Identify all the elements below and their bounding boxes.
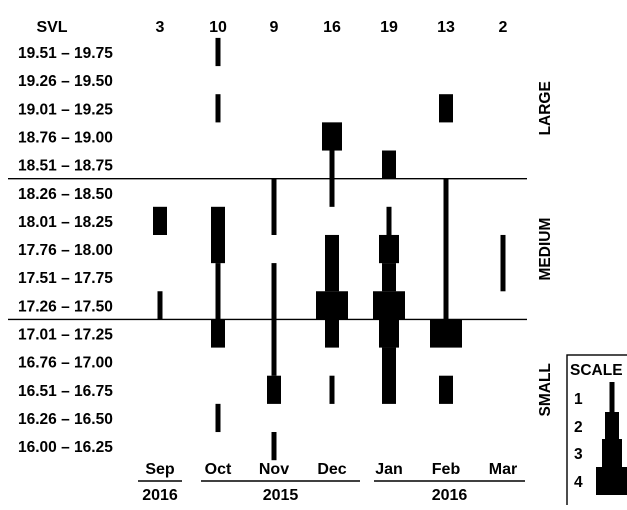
size-class-label: 16.76 – 17.00 xyxy=(18,355,113,372)
month-label: Mar xyxy=(489,461,517,478)
category-dividers xyxy=(8,177,527,321)
size-class-label: 18.01 – 18.25 xyxy=(18,214,113,231)
scale-step xyxy=(602,439,622,467)
kite-segment xyxy=(215,403,221,433)
size-class-label: 19.01 – 19.25 xyxy=(18,101,113,118)
sample-count: 16 xyxy=(323,19,341,36)
sample-count: 9 xyxy=(270,19,279,36)
kite-segment xyxy=(153,206,167,235)
kite-segment xyxy=(443,178,449,320)
kite-segment xyxy=(500,234,506,292)
sample-count: 2 xyxy=(499,19,508,36)
size-class-label: 16.26 – 16.50 xyxy=(18,411,113,428)
scale-step xyxy=(596,467,627,495)
scale-level-label: 1 xyxy=(574,391,583,408)
kite-segment xyxy=(215,94,221,123)
kite-segment xyxy=(439,94,453,123)
size-class-label: 17.51 – 17.75 xyxy=(18,270,113,287)
scale-legend: SCALE 1 2 3 4 xyxy=(566,354,627,510)
sample-count: 3 xyxy=(156,19,165,36)
kite-segment xyxy=(211,206,225,264)
sample-count: 10 xyxy=(209,19,227,36)
month-axis: Sep Oct Nov Dec Jan Feb Mar 2016 2015 2016 xyxy=(138,461,525,504)
kite-segment xyxy=(329,375,335,404)
year-label: 2015 xyxy=(263,487,299,504)
kite-segment xyxy=(322,122,342,151)
year-label: 2016 xyxy=(432,487,468,504)
kite-segment xyxy=(215,37,221,67)
header-row: SVL 3 10 9 16 19 13 2 xyxy=(36,19,507,36)
size-class-labels: 19.51 – 19.75 19.26 – 19.50 19.01 – 19.25 1… xyxy=(18,45,113,456)
kite-segment xyxy=(379,319,399,348)
size-class-label: 17.76 – 18.00 xyxy=(18,242,113,259)
size-class-label: 19.26 – 19.50 xyxy=(18,73,113,90)
kite-segment xyxy=(157,291,163,320)
size-class-label: 18.26 – 18.50 xyxy=(18,186,113,203)
scale-step xyxy=(605,412,619,440)
size-class-label: 19.51 – 19.75 xyxy=(18,45,113,62)
category-label: MEDIUM xyxy=(537,218,554,281)
scale-level-label: 3 xyxy=(574,446,583,463)
kite-segment xyxy=(325,319,339,348)
kite-segment xyxy=(430,319,462,348)
scale-title: SCALE xyxy=(570,362,623,379)
year-label: 2016 xyxy=(142,487,178,504)
category-labels: LARGE MEDIUM SMALL xyxy=(537,81,554,416)
kite-segment xyxy=(439,375,453,404)
kite-segment xyxy=(379,234,399,264)
scale-level-label: 4 xyxy=(574,474,583,491)
size-class-label: 18.51 – 18.75 xyxy=(18,158,113,175)
size-class-label: 16.51 – 16.75 xyxy=(18,383,113,400)
size-class-label: 16.00 – 16.25 xyxy=(18,439,113,456)
month-label: Dec xyxy=(317,461,346,478)
kite-segment xyxy=(382,150,396,179)
kite-segment xyxy=(271,178,277,235)
kite-segment xyxy=(267,375,281,404)
month-label: Nov xyxy=(259,461,289,478)
kite-segment xyxy=(382,347,396,404)
kite-segment xyxy=(373,291,405,320)
month-label: Oct xyxy=(205,461,232,478)
size-class-label: 18.76 – 19.00 xyxy=(18,129,113,146)
kite-segment xyxy=(382,263,396,292)
category-label: LARGE xyxy=(537,81,554,135)
month-label: Feb xyxy=(432,461,461,478)
month-label: Sep xyxy=(145,461,175,478)
category-label: SMALL xyxy=(537,363,554,416)
size-class-label: 17.01 – 17.25 xyxy=(18,327,113,344)
kite-segment xyxy=(316,291,348,320)
scale-level-label: 2 xyxy=(574,419,583,436)
sample-count: 19 xyxy=(380,19,398,36)
scale-step xyxy=(609,382,615,412)
sample-count: 13 xyxy=(437,19,455,36)
kite-segment xyxy=(215,263,221,320)
svl-header: SVL xyxy=(36,19,67,36)
kite-segment xyxy=(211,319,225,348)
month-label: Jan xyxy=(375,461,403,478)
kite-bars xyxy=(153,37,506,461)
kite-segment xyxy=(325,234,339,292)
kite-segment xyxy=(386,206,392,235)
size-class-label: 17.26 – 17.50 xyxy=(18,298,113,315)
kite-segment xyxy=(271,432,277,461)
